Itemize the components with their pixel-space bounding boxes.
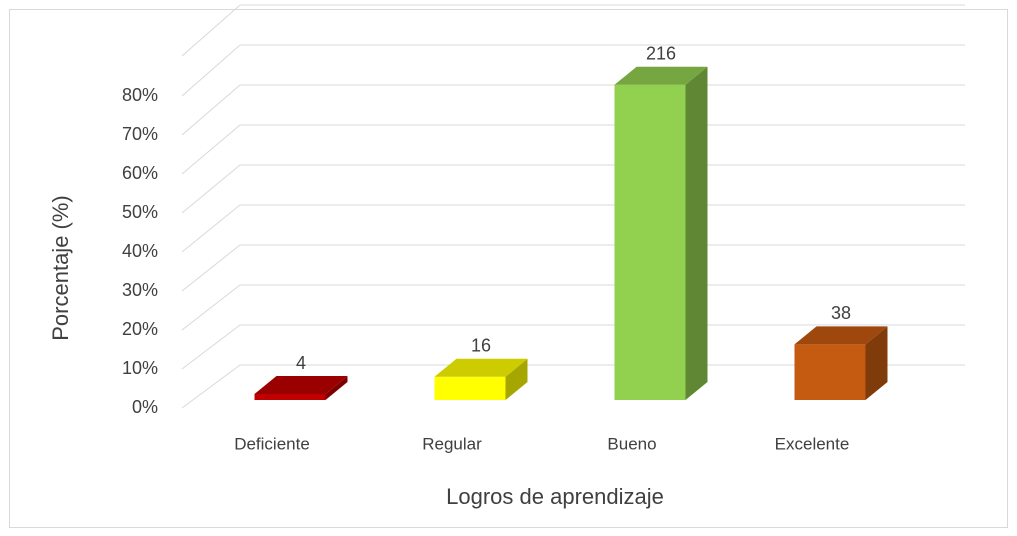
grid-line-side bbox=[181, 84, 241, 136]
y-tick-label: 0% bbox=[132, 397, 158, 417]
y-tick-label: 40% bbox=[122, 241, 158, 261]
bar-top bbox=[254, 376, 348, 394]
y-axis-title: Porcentaje (%) bbox=[48, 195, 73, 341]
grid-line-side bbox=[181, 44, 241, 97]
y-tick-label: 10% bbox=[122, 358, 158, 378]
grid-line-top-side bbox=[181, 4, 241, 57]
data-label: 216 bbox=[646, 44, 676, 64]
data-label: 4 bbox=[296, 353, 306, 373]
bar-top bbox=[794, 326, 888, 345]
bar bbox=[794, 344, 866, 400]
y-tick-label: 50% bbox=[122, 202, 158, 222]
x-tick-label: Deficiente bbox=[234, 434, 310, 453]
data-label: 38 bbox=[831, 303, 851, 323]
y-tick-label: 70% bbox=[122, 124, 158, 144]
grid-line-side bbox=[181, 284, 241, 331]
bar-side bbox=[505, 358, 528, 400]
y-tick-label: 80% bbox=[122, 85, 158, 105]
grid-line-side bbox=[181, 204, 241, 253]
bar-side bbox=[325, 376, 348, 400]
bar-side bbox=[685, 66, 708, 401]
y-tick-label: 20% bbox=[122, 319, 158, 339]
bar-top bbox=[614, 66, 708, 85]
x-axis-title: Logros de aprendizaje bbox=[446, 484, 664, 509]
bar-top bbox=[434, 358, 528, 377]
data-label: 16 bbox=[471, 336, 491, 356]
x-tick-label: Bueno bbox=[607, 434, 656, 453]
bar-side bbox=[865, 326, 888, 400]
y-tick-label: 30% bbox=[122, 280, 158, 300]
grid-line-side bbox=[181, 324, 241, 370]
grid-line-side bbox=[181, 164, 241, 214]
grid-line-side bbox=[181, 364, 241, 409]
x-tick-label: Excelente bbox=[775, 434, 850, 453]
bar bbox=[254, 394, 326, 400]
grid-line-side bbox=[181, 124, 241, 175]
bar bbox=[434, 376, 506, 400]
y-tick-label: 60% bbox=[122, 163, 158, 183]
chart-frame bbox=[9, 9, 1008, 528]
bar bbox=[614, 84, 686, 401]
x-tick-label: Regular bbox=[422, 434, 482, 453]
grid-line-side bbox=[181, 244, 241, 292]
